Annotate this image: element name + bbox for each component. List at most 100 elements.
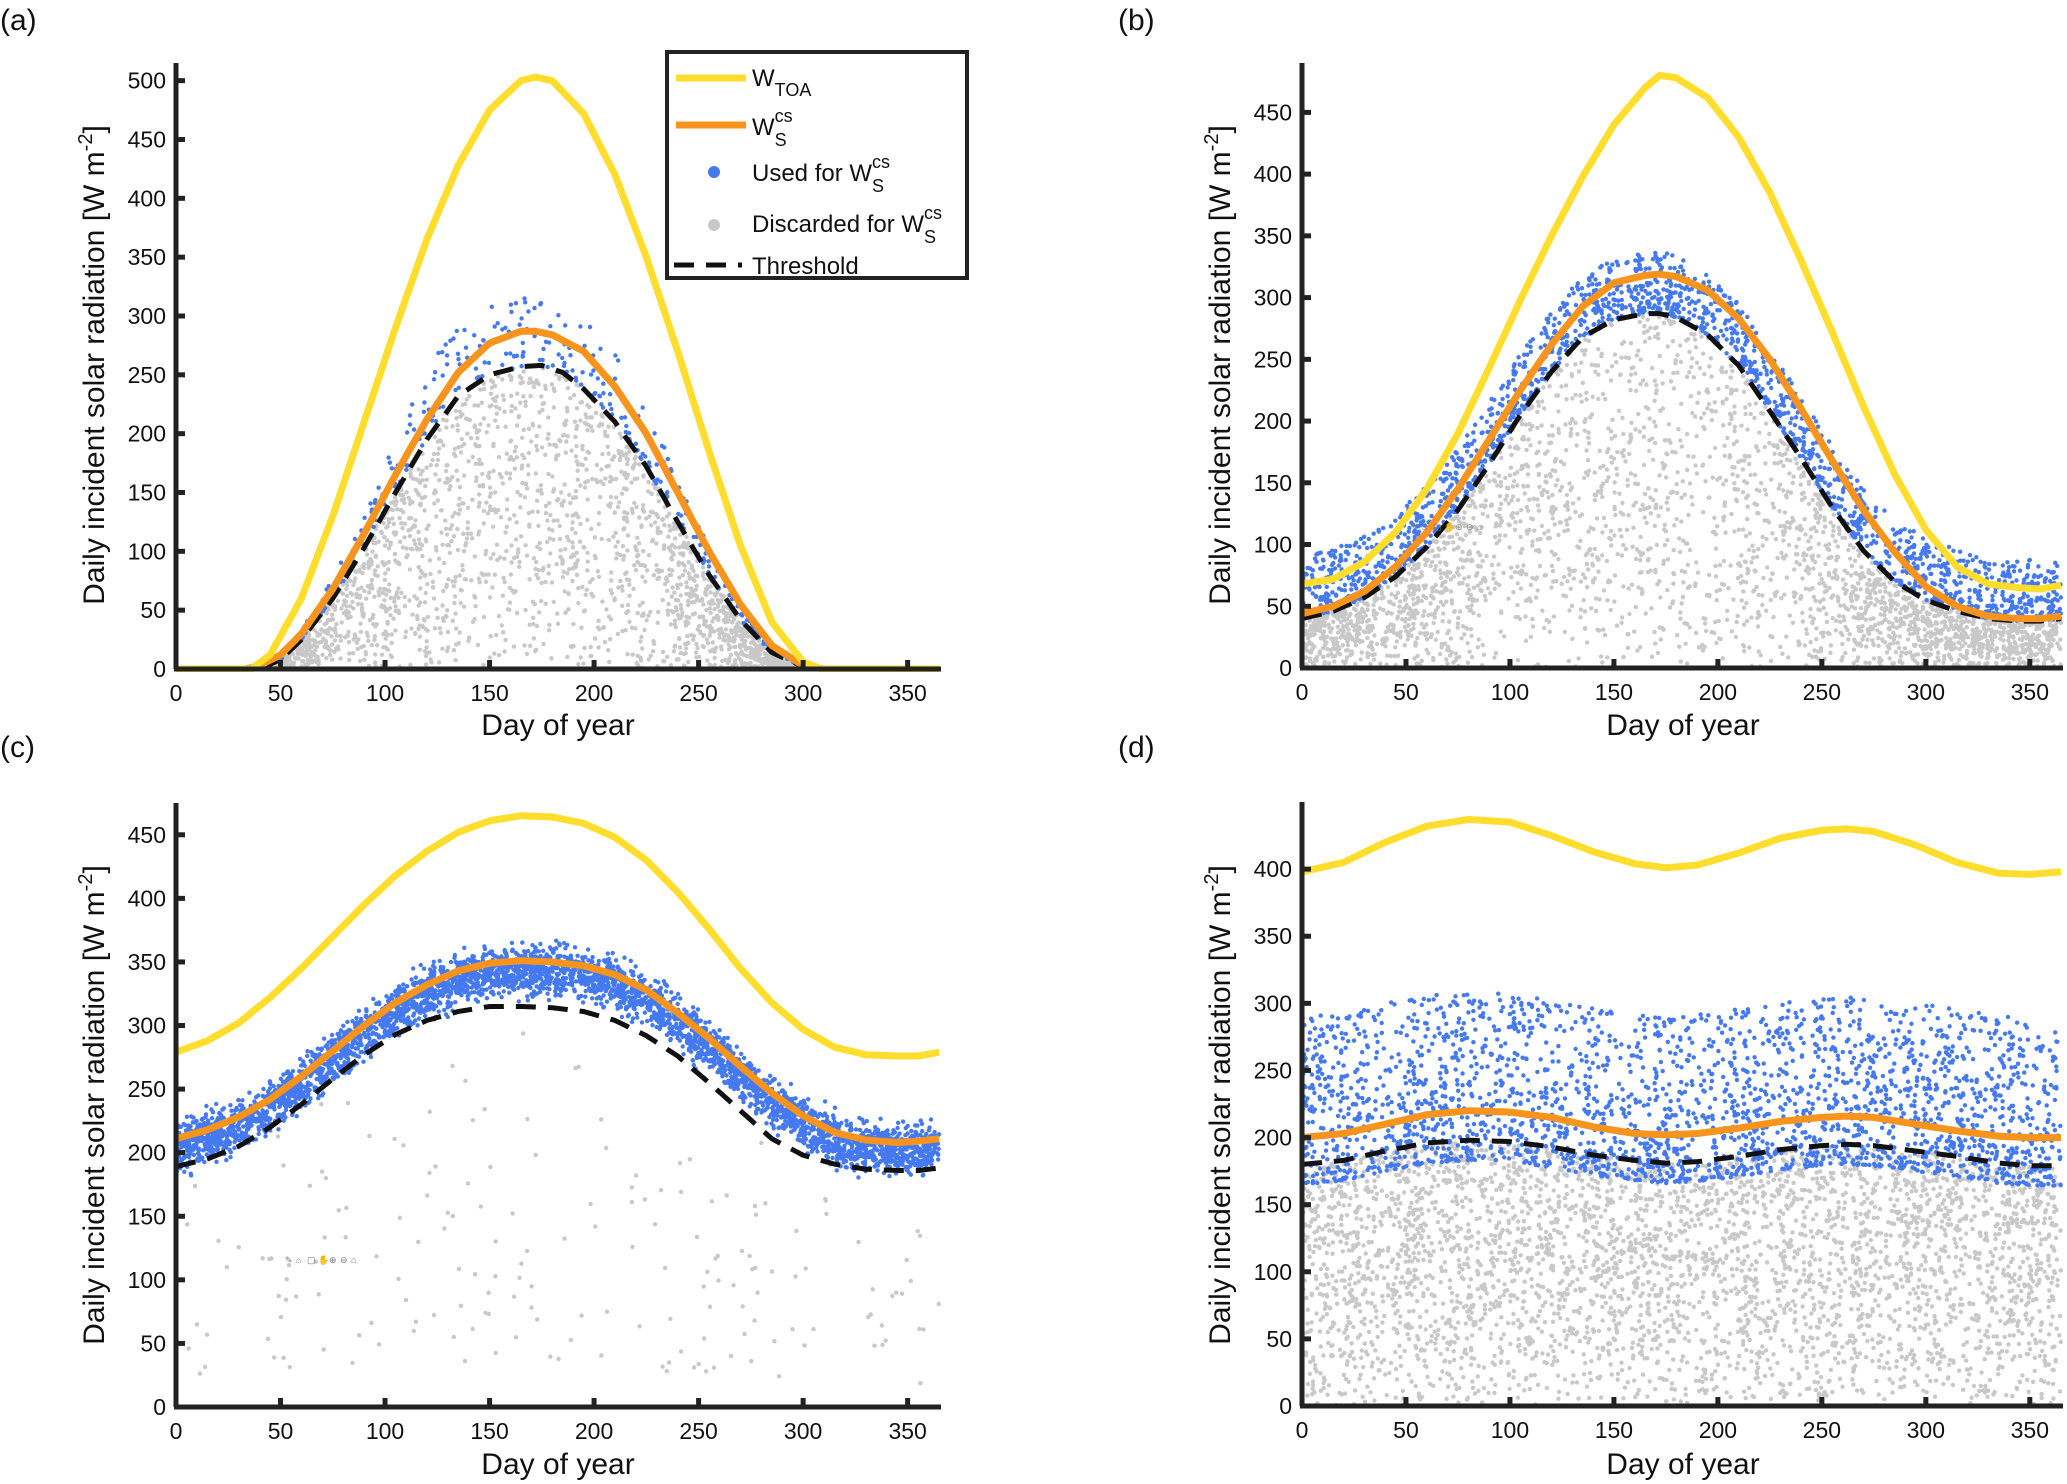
discarded-point	[297, 646, 302, 651]
discarded-point	[1471, 516, 1476, 521]
discarded-point	[411, 538, 417, 543]
discarded-point	[422, 494, 428, 500]
discarded-point	[1328, 629, 1333, 635]
used-point	[668, 467, 674, 472]
used-point	[613, 353, 618, 358]
discarded-point	[594, 462, 600, 468]
discarded-point	[496, 454, 502, 460]
discarded-point	[1418, 631, 1423, 636]
discarded-point	[466, 638, 471, 644]
discarded-point	[1847, 631, 1852, 637]
discarded-point	[570, 520, 575, 525]
discarded-point	[1681, 538, 1686, 543]
discarded-point	[666, 601, 671, 607]
discarded-point	[1365, 607, 1370, 612]
discarded-point	[453, 574, 458, 580]
discarded-point	[1440, 580, 1445, 586]
used-point	[509, 309, 514, 315]
discarded-point	[1767, 431, 1772, 437]
used-point	[423, 385, 428, 390]
discarded-point	[1402, 643, 1408, 648]
discarded-point	[655, 531, 661, 536]
discarded-point	[1550, 492, 1555, 498]
discarded-point	[1467, 529, 1473, 535]
discarded-point	[1725, 435, 1730, 441]
used-point	[658, 479, 663, 484]
discarded-point	[1471, 501, 1476, 506]
discarded-point	[457, 409, 463, 414]
discarded-point	[1856, 612, 1861, 617]
discarded-point	[472, 554, 477, 559]
discarded-point	[442, 560, 447, 566]
discarded-point	[1439, 645, 1444, 650]
discarded-point	[579, 625, 584, 630]
discarded-point	[1802, 643, 1808, 648]
discarded-point	[635, 535, 640, 540]
discarded-point	[416, 467, 421, 472]
discarded-point	[1469, 603, 1474, 608]
discarded-point	[583, 592, 588, 597]
discarded-point	[505, 607, 511, 612]
discarded-point	[1629, 582, 1635, 587]
discarded-point	[1499, 610, 1504, 616]
used-point	[407, 413, 413, 418]
discarded-point	[1567, 516, 1572, 521]
discarded-point	[1480, 511, 1486, 517]
discarded-point	[1509, 565, 1514, 570]
discarded-point	[571, 621, 576, 627]
discarded-point	[1406, 633, 1411, 638]
discarded-point	[531, 384, 536, 390]
discarded-point	[1886, 620, 1892, 625]
discarded-point	[1464, 557, 1470, 562]
discarded-point	[613, 476, 619, 482]
discarded-point	[644, 618, 649, 623]
discarded-point	[1690, 410, 1695, 416]
discarded-point	[468, 531, 474, 536]
discarded-point	[332, 626, 338, 632]
discarded-point	[1492, 534, 1498, 540]
discarded-point	[1596, 557, 1601, 562]
discarded-point	[1617, 527, 1623, 533]
discarded-point	[1404, 578, 1409, 583]
discarded-point	[624, 610, 629, 616]
discarded-point	[1583, 417, 1588, 422]
discarded-point	[496, 507, 501, 513]
discarded-point	[1869, 560, 1875, 565]
discarded-point	[487, 595, 493, 600]
discarded-point	[1585, 472, 1591, 478]
y-tick-label: 350	[128, 244, 166, 270]
discarded-point	[540, 407, 545, 413]
discarded-point	[1852, 558, 1858, 563]
discarded-point	[2045, 637, 2050, 642]
discarded-point	[1462, 521, 1467, 526]
discarded-point	[1489, 503, 1494, 508]
discarded-point	[604, 464, 609, 469]
discarded-point	[1728, 454, 1733, 459]
discarded-point	[437, 626, 442, 631]
discarded-point	[396, 586, 401, 591]
discarded-point	[441, 618, 446, 624]
discarded-point	[692, 599, 697, 604]
used-point	[512, 354, 517, 359]
discarded-point	[458, 587, 464, 593]
used-point	[591, 368, 596, 373]
discarded-point	[1535, 503, 1541, 508]
discarded-point	[332, 607, 338, 612]
discarded-point	[450, 424, 455, 429]
discarded-point	[597, 494, 603, 500]
discarded-point	[1549, 585, 1554, 590]
discarded-point	[1694, 560, 1699, 565]
discarded-point	[1878, 600, 1884, 605]
discarded-point	[530, 423, 536, 428]
discarded-point	[564, 439, 569, 444]
discarded-point	[643, 579, 648, 584]
used-point	[422, 400, 427, 405]
discarded-point	[1580, 348, 1585, 353]
discarded-point	[513, 444, 519, 450]
discarded-point	[570, 540, 575, 545]
discarded-point	[748, 646, 753, 651]
discarded-point	[601, 625, 606, 630]
discarded-point	[1612, 504, 1617, 510]
discarded-point	[632, 456, 637, 461]
discarded-point	[422, 600, 428, 605]
